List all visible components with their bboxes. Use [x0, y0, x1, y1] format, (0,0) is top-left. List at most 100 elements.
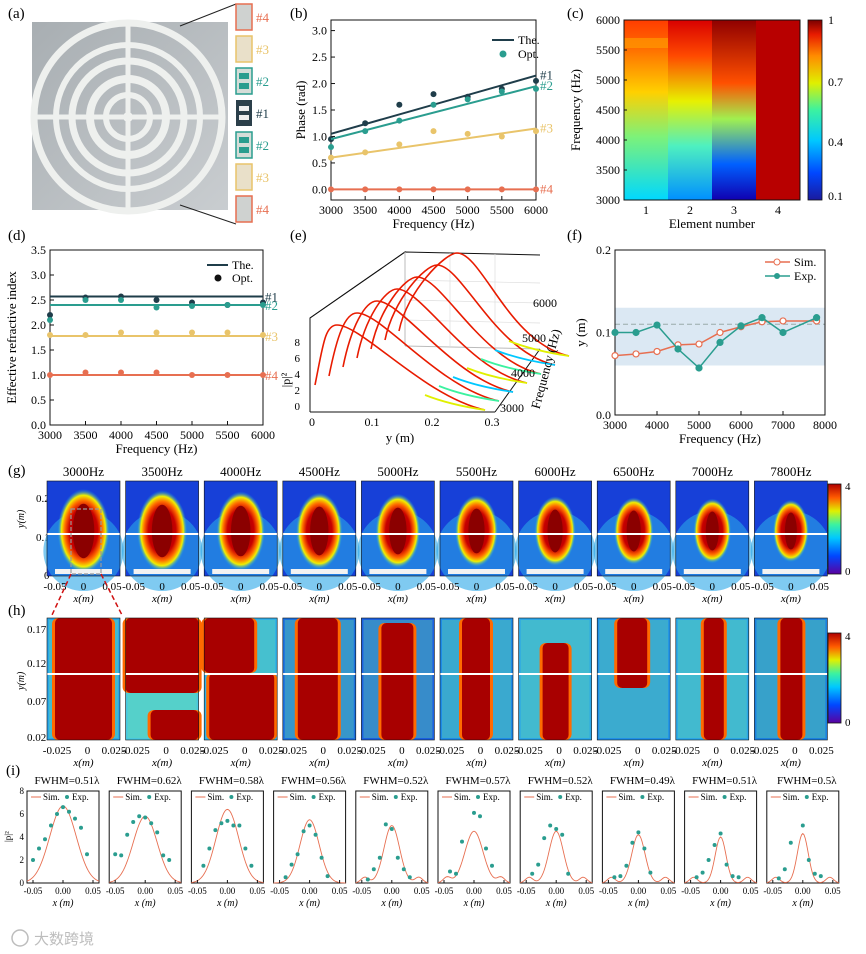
- x-tick-label: -0.05: [751, 581, 774, 593]
- waterfall-curve-tail: [424, 394, 486, 411]
- legend-label-theory: The.: [518, 33, 540, 47]
- opt-point: [82, 369, 89, 376]
- profile-frame: [355, 790, 429, 884]
- waterfall-curve: [342, 300, 514, 393]
- x-tick-label: -0.05: [435, 886, 454, 896]
- x-axis-title: Frequency (Hz): [393, 216, 475, 231]
- x-tick-label: -0.05: [358, 581, 381, 593]
- x-tick-label: 0: [474, 581, 480, 593]
- exp-point: [454, 871, 458, 876]
- zoom-map-frame: [282, 617, 357, 741]
- y-tick-label: 8: [20, 786, 25, 796]
- x-tick-label: 0.05: [417, 581, 437, 593]
- freq-label: 4500Hz: [299, 464, 340, 479]
- field-map-frame: [439, 480, 514, 577]
- x-tick-label: 0.00: [631, 886, 647, 896]
- x-axis-title: x(m): [623, 757, 644, 769]
- x-tick-label: 4500: [422, 203, 446, 217]
- exp-point: [566, 871, 571, 876]
- y-tick-label: 1.5: [312, 103, 327, 117]
- x-axis-title: x(m): [151, 757, 172, 769]
- waterfall-curve: [398, 252, 570, 357]
- series-label: #4: [265, 368, 279, 383]
- exp-point: [560, 832, 565, 837]
- exp-point: [79, 825, 83, 830]
- y-tick-label: 0: [20, 878, 25, 888]
- x-tick-label: 2: [687, 203, 693, 217]
- g-field-maps: 3000Hz -0.05 0 0.05 x(m) 3500Hz -0.05 0 0.05 x(m)…: [43, 464, 832, 605]
- x-axis-title: x(m): [465, 757, 486, 769]
- lens-wheel-illustration: [30, 19, 226, 215]
- y-tick-label: 2.0: [31, 318, 46, 332]
- y-tick-label: 3.0: [312, 24, 327, 38]
- x-axis-title: x(m): [230, 593, 251, 605]
- profile-frame: [273, 790, 347, 884]
- lens-row: [55, 569, 112, 574]
- x-tick-label: 0.05: [414, 886, 430, 896]
- zoom-map-frame: [596, 617, 671, 741]
- x-axis-title: x(m): [230, 757, 251, 769]
- zoom-box: [70, 508, 102, 575]
- legend-exp: Exp.: [483, 792, 500, 802]
- x-axis-title: Frequency (Hz): [116, 441, 198, 456]
- exp-point: [730, 874, 735, 879]
- x-tick-label: 0.025: [495, 745, 520, 757]
- opt-point: [362, 120, 369, 127]
- x-axis-title: x(m): [72, 593, 93, 605]
- exp-point: [618, 874, 623, 879]
- lens-row: [526, 569, 584, 574]
- opt-point: [47, 317, 53, 323]
- lens-row: [369, 569, 427, 574]
- h-cbar-max: 4: [845, 631, 851, 643]
- fwhm-label: FWHM=0.58λ: [199, 775, 265, 787]
- zoom-focal-core: [125, 618, 199, 693]
- exp-point: [213, 828, 218, 833]
- x-tick-label: -0.025: [43, 745, 72, 757]
- x-tick-label: 0.05: [578, 886, 594, 896]
- legend-exp: Exp.: [647, 792, 664, 802]
- freq-label: 5000Hz: [377, 464, 418, 479]
- x-axis-title: x (m): [791, 898, 813, 909]
- x-axis-title: Element number: [669, 216, 756, 231]
- chart-b: 3000 3500 4000 4500 5000 5500 6000 0.0 0.5 1.0 1.5…: [293, 19, 554, 231]
- exp-point: [800, 823, 805, 828]
- x-tick-label: 0.05: [102, 581, 122, 593]
- y-tick-label: 0: [295, 401, 301, 413]
- exp-point: [325, 874, 330, 879]
- freq-label: 6500Hz: [613, 464, 654, 479]
- legend-marker: [147, 795, 152, 799]
- y-tick-label: 0.5: [31, 393, 46, 407]
- exp-point: [283, 875, 288, 880]
- heatmap-col-3: [712, 20, 756, 200]
- colorbar-h: [827, 632, 842, 724]
- x-tick-label: -0.025: [514, 745, 543, 757]
- exp-point: [371, 867, 376, 872]
- exp-point: [401, 867, 406, 872]
- plot-frame: [330, 19, 537, 201]
- profile-frame: [108, 790, 182, 884]
- series-line-sim: [614, 320, 817, 357]
- fwhm-label: FWHM=0.62λ: [117, 775, 183, 787]
- x-tick-label: 0.2: [425, 415, 440, 429]
- x-tick-label: -0.025: [200, 745, 229, 757]
- zoom-focal-core: [617, 618, 648, 688]
- opt-point: [189, 329, 195, 336]
- x-tick-label: 0.00: [466, 886, 482, 896]
- opt-point: [328, 144, 334, 151]
- x-tick-label: -0.05: [517, 886, 536, 896]
- field-map-frame: [596, 480, 671, 577]
- zoom-map-frame: [46, 617, 121, 741]
- series-point: [695, 364, 703, 372]
- element-label-4-bottom: #4: [256, 202, 270, 217]
- waterfall-curve: [314, 324, 486, 411]
- profile-frame: [437, 790, 511, 884]
- opt-point: [260, 302, 266, 308]
- opt-point: [328, 186, 334, 193]
- z-tick-label: 6000: [533, 296, 557, 310]
- y-tick-label: 0.0: [596, 408, 611, 422]
- fwhm-label: FWHM=0.51λ: [34, 775, 100, 787]
- x-tick-label: -0.05: [279, 581, 302, 593]
- x-tick-label: 0.05: [496, 886, 512, 896]
- series-point: [716, 338, 724, 346]
- x-tick-label: 0.025: [416, 745, 441, 757]
